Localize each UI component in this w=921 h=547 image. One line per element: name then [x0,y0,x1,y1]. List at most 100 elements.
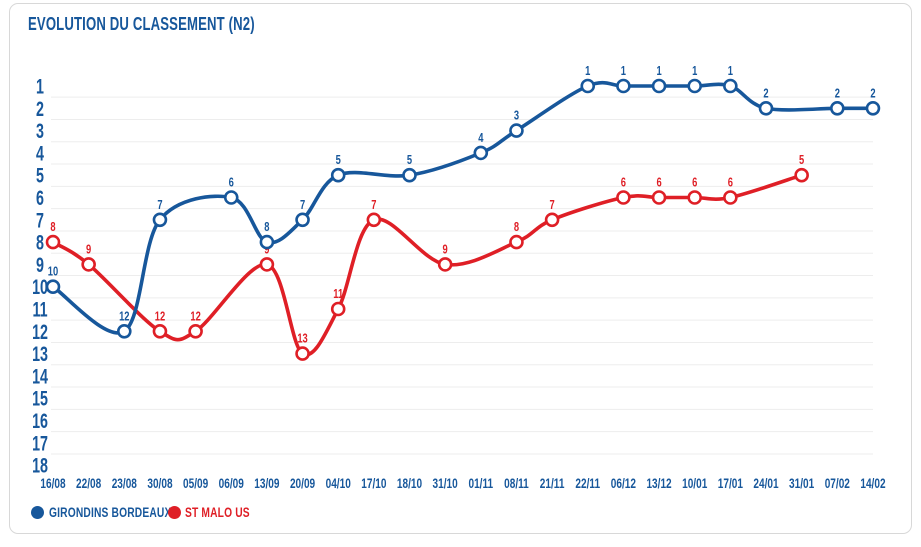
data-point-marker-st-malo-us [544,212,560,228]
data-point-value-label-st-malo-us: 9 [443,243,448,257]
x-axis-date-label: 13/09 [254,475,279,491]
y-axis-tick-label: 13 [32,342,48,365]
data-point-value-label-girondins-bordeaux: 2 [870,87,875,101]
data-point-value-label-girondins-bordeaux: 2 [835,87,840,101]
data-point-value-label-girondins-bordeaux: 7 [300,199,305,213]
y-axis-tick-label: 16 [32,409,48,432]
x-axis-date-label: 06/09 [219,475,244,491]
data-point-marker-girondins-bordeaux [758,101,774,116]
x-axis-date-label: 21/11 [540,475,565,491]
data-point-value-label-st-malo-us: 13 [297,332,307,346]
data-point-marker-girondins-bordeaux [616,78,631,94]
data-point-value-label-girondins-bordeaux: 1 [692,65,697,79]
data-point-marker-st-malo-us [687,190,703,205]
data-point-marker-st-malo-us [794,167,809,183]
data-point-marker-st-malo-us [723,190,738,205]
x-axis-date-label: 07/02 [825,475,850,491]
x-axis-date-label: 31/10 [433,475,458,491]
data-point-marker-st-malo-us [651,190,667,205]
data-point-marker-girondins-bordeaux [152,212,168,228]
x-axis-date-label: 10/01 [682,475,707,491]
data-point-marker-st-malo-us [437,257,453,272]
data-point-marker-st-malo-us [45,234,61,250]
series-line-girondins-bordeaux [51,80,875,335]
legend-label-st-malo-us: ST MALO US [185,505,250,520]
data-point-marker-st-malo-us [188,323,203,339]
y-axis-tick-label: 18 [32,454,48,477]
data-point-value-label-st-malo-us: 6 [621,176,626,190]
data-point-value-label-st-malo-us: 12 [190,310,200,324]
x-axis-date-label: 31/01 [789,475,814,491]
data-point-value-label-st-malo-us: 6 [692,176,697,190]
data-point-value-label-girondins-bordeaux: 8 [264,221,269,235]
y-axis-tick-label: 3 [36,119,44,142]
data-point-value-label-girondins-bordeaux: 6 [229,176,234,190]
data-point-marker-girondins-bordeaux [259,234,275,250]
data-point-marker-st-malo-us [509,234,524,250]
y-axis-tick-label: 10 [32,275,48,298]
x-axis-date-label: 08/11 [504,475,529,491]
x-axis-date-label: 14/02 [860,475,885,491]
data-point-value-label-girondins-bordeaux: 3 [514,109,519,123]
data-point-marker-st-malo-us [81,257,96,272]
x-axis-date-label: 22/08 [76,475,101,491]
data-point-value-label-st-malo-us: 9 [264,243,269,257]
x-axis-date-label: 17/10 [361,475,386,491]
data-point-marker-girondins-bordeaux [223,190,239,205]
data-point-marker-girondins-bordeaux [402,167,417,183]
data-point-marker-st-malo-us [330,301,346,317]
legend-marker-st-malo-us [168,506,181,519]
data-point-value-label-st-malo-us: 12 [155,310,165,324]
data-point-marker-girondins-bordeaux [865,101,881,116]
data-point-marker-girondins-bordeaux [723,78,738,94]
data-point-marker-girondins-bordeaux [509,123,524,138]
x-axis-date-label: 22/11 [575,475,600,491]
y-axis-tick-label: 9 [36,253,44,276]
data-point-value-label-girondins-bordeaux: 1 [621,65,626,79]
x-axis-date-label: 24/01 [753,475,778,491]
data-point-marker-girondins-bordeaux [687,78,703,94]
legend-marker-girondins-bordeaux [31,506,44,519]
y-axis-tick-label: 8 [36,231,44,254]
data-point-marker-st-malo-us [259,257,275,272]
data-point-value-label-girondins-bordeaux: 12 [119,310,129,324]
data-point-marker-girondins-bordeaux [580,78,596,94]
data-point-marker-girondins-bordeaux [295,212,310,228]
x-axis-date-label: 18/10 [397,475,422,491]
data-point-marker-girondins-bordeaux [651,78,667,94]
y-axis-tick-label: 6 [36,186,44,209]
y-axis-tick-label: 4 [36,142,44,165]
data-point-value-label-st-malo-us: 5 [799,154,804,168]
data-point-marker-girondins-bordeaux [45,279,61,295]
chart-legend: GIRONDINS BORDEAUX ST MALO US [10,502,911,526]
y-axis-tick-label: 1 [36,75,44,98]
x-axis-date-label: 04/10 [326,475,351,491]
x-axis-date-label: 06/12 [611,475,636,491]
data-point-value-label-st-malo-us: 8 [50,221,55,235]
data-point-value-label-st-malo-us: 7 [549,199,554,213]
y-axis-tick-label: 12 [32,320,48,343]
x-axis-date-label: 01/11 [468,475,493,491]
y-axis-tick-label: 11 [32,298,47,321]
x-axis-date-label: 20/09 [290,475,315,491]
data-point-value-label-girondins-bordeaux: 1 [656,65,661,79]
x-axis-date-label: 13/12 [646,475,671,491]
data-point-value-label-girondins-bordeaux: 5 [407,154,412,168]
y-axis-tick-label: 7 [36,209,44,232]
data-point-marker-girondins-bordeaux [829,101,845,116]
x-axis-date-label: 30/08 [147,475,172,491]
data-point-marker-girondins-bordeaux [473,145,489,161]
y-axis-tick-label: 2 [36,97,44,120]
data-point-value-label-girondins-bordeaux: 1 [585,65,590,79]
data-point-marker-st-malo-us [152,323,168,339]
data-point-value-label-st-malo-us: 11 [333,288,343,302]
x-axis-date-label: 16/08 [40,475,65,491]
x-axis-date-label: 23/08 [112,475,137,491]
data-point-marker-girondins-bordeaux [330,167,346,183]
data-point-value-label-girondins-bordeaux: 4 [478,132,484,146]
data-point-value-label-st-malo-us: 6 [728,176,733,190]
data-point-value-label-girondins-bordeaux: 2 [763,87,768,101]
y-axis-tick-label: 14 [32,365,48,388]
legend-label-girondins-bordeaux: GIRONDINS BORDEAUX [49,505,172,520]
